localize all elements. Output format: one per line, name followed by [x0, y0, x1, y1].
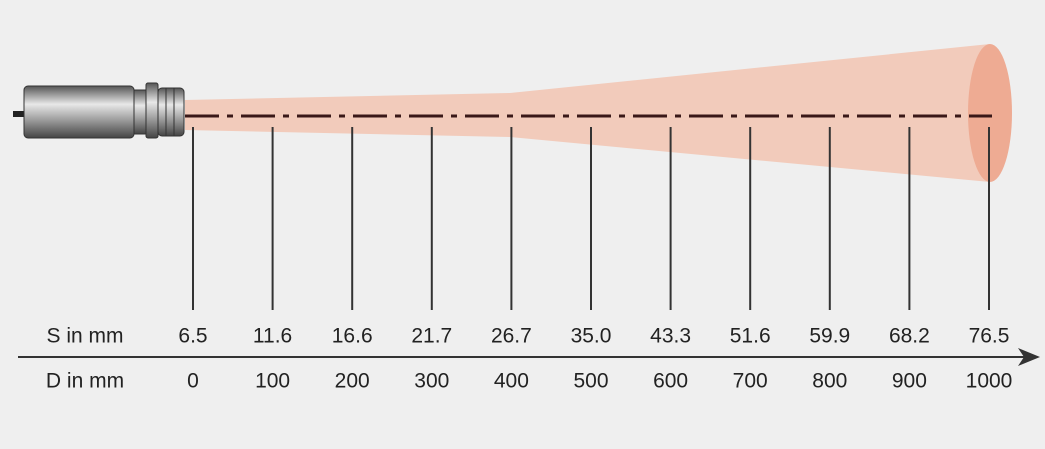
distance-value: 600 — [653, 370, 688, 393]
beam-spot — [968, 44, 1012, 182]
spot-value: 35.0 — [571, 325, 612, 348]
axis-arrow — [1018, 348, 1040, 366]
distance-value: 1000 — [966, 370, 1013, 393]
spot-value: 6.5 — [178, 325, 207, 348]
spot-value: 43.3 — [650, 325, 691, 348]
distance-value: 300 — [414, 370, 449, 393]
spot-value: 68.2 — [889, 325, 930, 348]
distance-label: D in mm — [46, 370, 124, 393]
distance-value: 700 — [733, 370, 768, 393]
beam-cone — [185, 44, 990, 182]
distance-value: 0 — [187, 370, 199, 393]
spot-value: 11.6 — [253, 325, 292, 348]
spot-label: S in mm — [46, 325, 123, 348]
spot-value: 21.7 — [411, 325, 452, 348]
spot-value: 59.9 — [809, 325, 850, 348]
spot-value: 26.7 — [491, 325, 532, 348]
distance-value: 900 — [892, 370, 927, 393]
distance-value: 800 — [812, 370, 847, 393]
spot-value: 76.5 — [969, 325, 1010, 348]
distance-value: 100 — [255, 370, 290, 393]
distance-value: 400 — [494, 370, 529, 393]
spot-value: 51.6 — [730, 325, 771, 348]
sensor — [13, 82, 185, 139]
distance-value: 500 — [573, 370, 608, 393]
distance-value: 200 — [335, 370, 370, 393]
spot-value: 16.6 — [332, 325, 373, 348]
